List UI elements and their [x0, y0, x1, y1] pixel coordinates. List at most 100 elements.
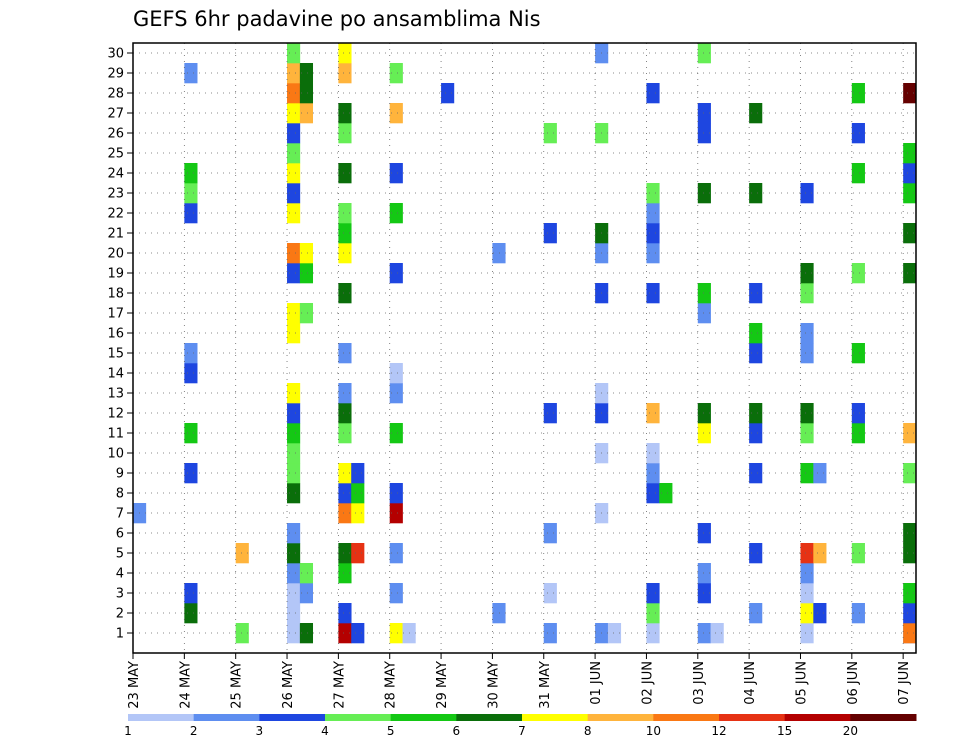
- heatmap-cell: [287, 103, 301, 124]
- heatmap-cell: [851, 163, 865, 184]
- heatmap-cell: [338, 343, 352, 364]
- legend-label: 12: [711, 724, 726, 738]
- heatmap-cell: [184, 583, 198, 604]
- heatmap-cell: [697, 423, 711, 444]
- heatmap-cell: [299, 303, 314, 324]
- y-tick-label: 25: [107, 147, 124, 162]
- heatmap-cell: [697, 623, 711, 644]
- heatmap-cell: [338, 403, 352, 424]
- heatmap-cell: [351, 463, 365, 484]
- x-tick-label: 24 MAY: [178, 661, 193, 709]
- y-tick-label: 20: [107, 247, 124, 262]
- heatmap-cell: [646, 583, 660, 604]
- heatmap-cell: [389, 263, 403, 284]
- chart-title: GEFS 6hr padavine po ansamblima Nis: [133, 7, 541, 31]
- legend-label: 20: [843, 724, 858, 738]
- heatmap-cell: [851, 543, 865, 564]
- heatmap-cell: [646, 443, 660, 464]
- heatmap-cell: [851, 83, 865, 104]
- y-tick-label: 6: [116, 527, 124, 542]
- heatmap-cell: [287, 483, 301, 504]
- heatmap-cell: [697, 403, 711, 424]
- heatmap-cell: [903, 543, 917, 564]
- heatmap-cell: [389, 623, 403, 644]
- heatmap-cell: [389, 503, 403, 524]
- heatmap-cell: [749, 403, 763, 424]
- heatmap-cell: [441, 83, 455, 104]
- heatmap-cell: [184, 63, 198, 84]
- heatmap-cell: [287, 603, 301, 624]
- heatmap-cell: [749, 423, 763, 444]
- heatmap-cell: [338, 483, 352, 504]
- y-tick-label: 14: [107, 367, 124, 382]
- heatmap-cell: [287, 43, 301, 64]
- heatmap-cell: [697, 563, 711, 584]
- x-tick-label: 03 JUN: [692, 661, 707, 705]
- plot-background: [133, 43, 916, 653]
- heatmap-cell: [299, 583, 314, 604]
- heatmap-cell: [184, 423, 198, 444]
- heatmap-cell: [338, 603, 352, 624]
- y-tick-label: 4: [116, 567, 124, 582]
- heatmap-cell: [389, 103, 403, 124]
- heatmap-cell: [903, 463, 917, 484]
- heatmap-cell: [287, 523, 301, 544]
- x-tick-label: 26 MAY: [281, 661, 296, 709]
- heatmap-cell: [184, 203, 198, 224]
- heatmap-cell: [646, 243, 660, 264]
- heatmap-cell: [659, 483, 673, 504]
- heatmap-cell: [646, 483, 660, 504]
- heatmap-cell: [338, 283, 352, 304]
- heatmap-cell: [813, 543, 827, 564]
- y-axis: 1234567891011121314151617181920212223242…: [107, 47, 133, 642]
- x-tick-label: 31 MAY: [538, 661, 553, 709]
- y-tick-label: 19: [107, 267, 124, 282]
- x-tick-label: 29 MAY: [435, 661, 450, 709]
- y-tick-label: 26: [107, 127, 124, 142]
- heatmap-cell: [389, 383, 403, 404]
- legend-color-swatch: [784, 714, 851, 721]
- heatmap-cell: [389, 543, 403, 564]
- heatmap-cell: [287, 263, 301, 284]
- legend-color-swatch: [259, 714, 326, 721]
- heatmap-cell: [299, 263, 314, 284]
- heatmap-cell: [338, 503, 352, 524]
- y-tick-label: 21: [107, 227, 124, 242]
- heatmap-cell: [184, 603, 198, 624]
- heatmap-cell: [749, 183, 763, 204]
- legend-color-swatch: [390, 714, 457, 721]
- x-tick-label: 23 MAY: [127, 661, 142, 709]
- heatmap-cell: [338, 163, 352, 184]
- heatmap-cell: [184, 463, 198, 484]
- heatmap-cell: [287, 443, 301, 464]
- heatmap-cell: [543, 583, 557, 604]
- heatmap-cell: [338, 543, 352, 564]
- heatmap-cell: [646, 223, 660, 244]
- heatmap-cell: [800, 563, 814, 584]
- heatmap-cell: [749, 103, 763, 124]
- heatmap-cell: [646, 183, 660, 204]
- heatmap-cell: [287, 463, 301, 484]
- y-tick-label: 2: [116, 607, 124, 622]
- y-tick-label: 15: [107, 347, 124, 362]
- plot-frame: [132, 42, 917, 654]
- y-tick-label: 11: [107, 427, 124, 442]
- heatmap-cell: [287, 423, 301, 444]
- heatmap-cell: [697, 123, 711, 144]
- heatmap-cell: [903, 223, 917, 244]
- y-tick-label: 12: [107, 407, 124, 422]
- legend-color-swatch: [719, 714, 786, 721]
- legend-label: 15: [777, 724, 792, 738]
- heatmap-cell: [697, 103, 711, 124]
- x-tick-label: 01 JUN: [589, 661, 604, 705]
- heatmap-cell: [287, 143, 301, 164]
- heatmap-cell: [697, 283, 711, 304]
- heatmap-cell: [851, 403, 865, 424]
- legend-label: 2: [190, 724, 198, 738]
- legend-label: 7: [518, 724, 526, 738]
- y-tick-label: 17: [107, 307, 124, 322]
- y-tick-label: 22: [107, 207, 124, 222]
- heatmap-cell: [338, 123, 352, 144]
- x-tick-label: 02 JUN: [640, 661, 655, 705]
- heatmap-cell: [287, 323, 301, 344]
